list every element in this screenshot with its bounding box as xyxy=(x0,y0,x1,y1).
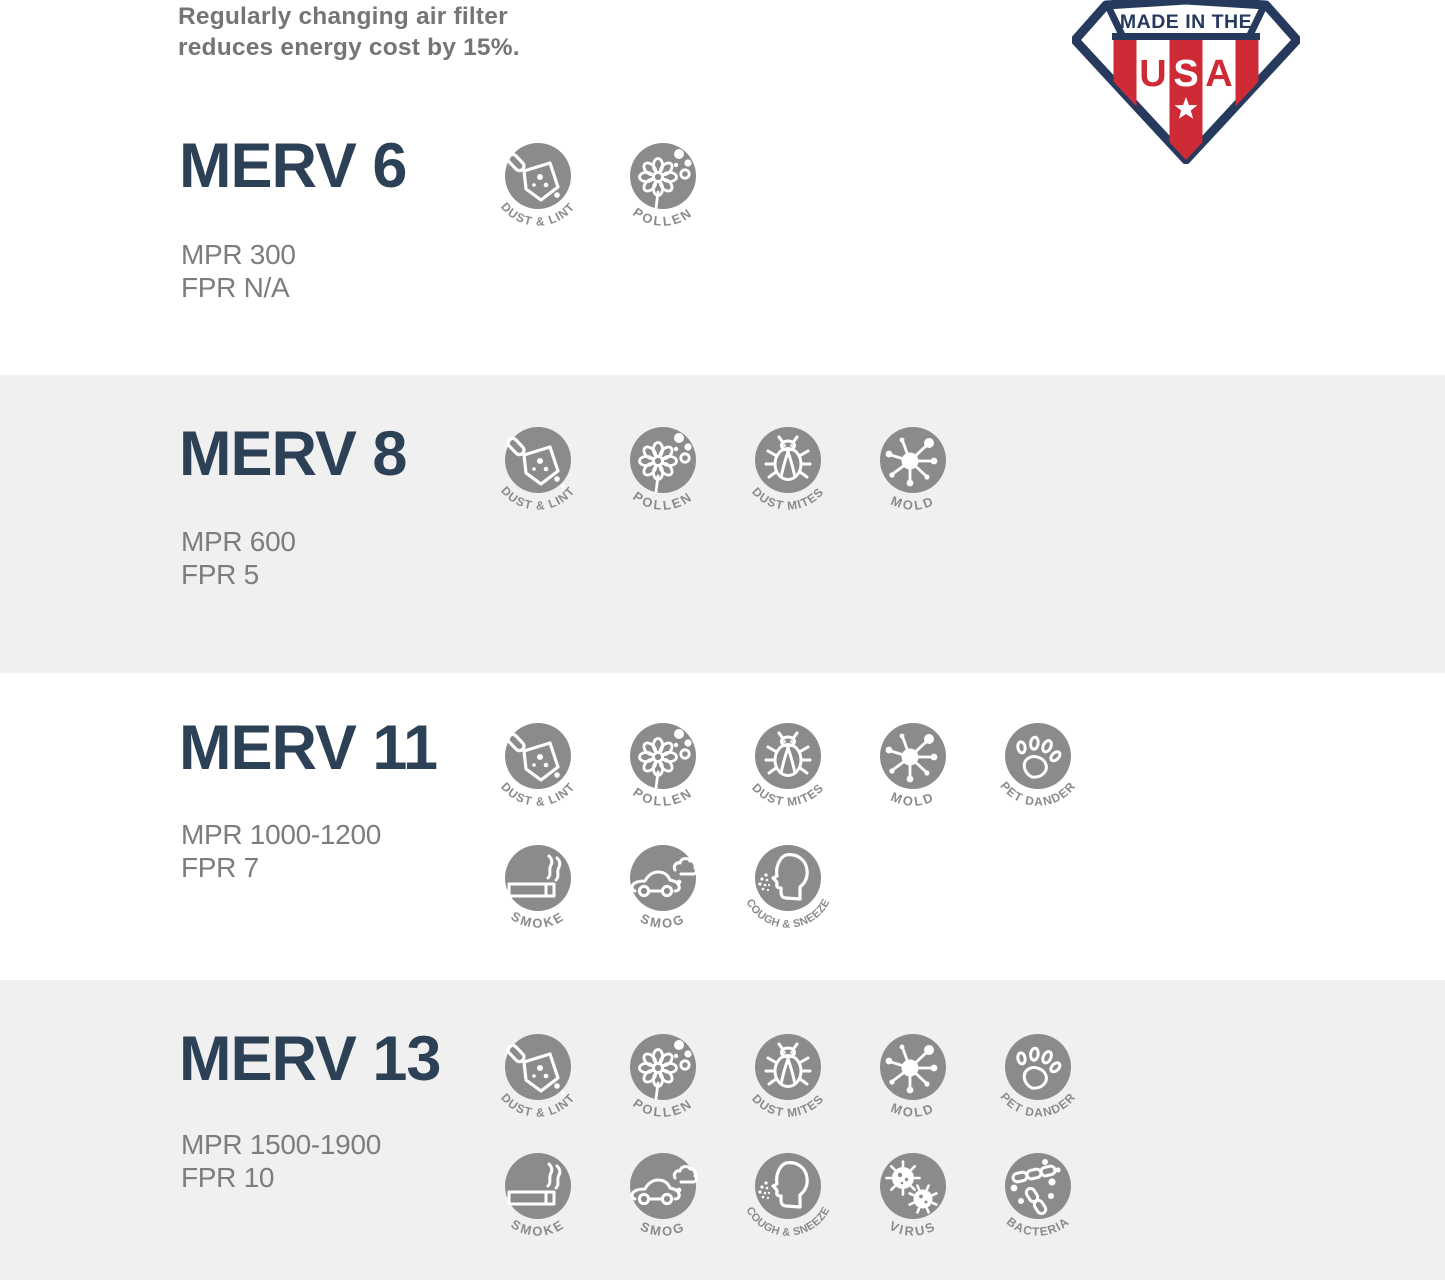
badge-letter-a: A xyxy=(1205,53,1232,95)
pet-dander-icon: PET DANDER xyxy=(997,723,1077,809)
contaminant-icon-smog: SMOG xyxy=(613,1150,713,1244)
energy-savings-note: Regularly changing air filter reduces en… xyxy=(178,1,520,63)
pollen-icon: POLLEN xyxy=(630,143,696,229)
contaminant-icon-dust-lint: DUST & LINT xyxy=(488,720,588,814)
merv-section: MERV 11 MPR 1000-1200 FPR 7 DUST & LINT xyxy=(0,673,1445,980)
contaminant-icon-virus: VIRUS xyxy=(863,1150,963,1244)
contaminant-icon-pet-dander: PET DANDER xyxy=(988,720,1088,814)
contaminant-icon-pet-dander: PET DANDER xyxy=(988,1031,1088,1125)
merv-specs: MPR 1500-1900 FPR 10 xyxy=(181,1128,381,1194)
contaminant-icon-cough-sneeze: COUGH & SNEEZE xyxy=(738,842,838,936)
smoke-icon: SMOKE xyxy=(505,1153,571,1239)
fpr-value: FPR N/A xyxy=(181,272,290,303)
dust-lint-icon: DUST & LINT xyxy=(498,723,577,809)
fpr-value: FPR 7 xyxy=(181,852,259,883)
contaminant-icon-pollen: POLLEN xyxy=(613,424,713,518)
contaminant-icon-dust-lint: DUST & LINT xyxy=(488,140,588,234)
dust-mites-icon: DUST MITES xyxy=(749,723,826,809)
badge-banner-text: MADE IN THE xyxy=(1120,11,1252,33)
contaminant-icon-smoke: SMOKE xyxy=(488,842,588,936)
contaminant-icon-mold: MOLD xyxy=(863,1031,963,1125)
mold-icon: MOLD xyxy=(880,427,946,513)
merv-title: MERV 8 xyxy=(179,419,407,489)
virus-label: VIRUS xyxy=(887,1218,939,1239)
pollen-icon: POLLEN xyxy=(630,427,696,513)
mold-icon: MOLD xyxy=(880,723,946,809)
energy-savings-note-line1: Regularly changing air filter xyxy=(178,3,508,30)
contaminant-icon-smog: SMOG xyxy=(613,842,713,936)
dust-mites-icon: DUST MITES xyxy=(749,1034,826,1120)
contaminant-icon-pollen: POLLEN xyxy=(613,1031,713,1125)
smoke-label: SMOKE xyxy=(508,908,567,930)
badge-letter-u: U xyxy=(1139,53,1166,95)
mold-label: MOLD xyxy=(889,493,937,513)
dust-lint-icon: DUST & LINT xyxy=(498,143,577,229)
dust-lint-icon: DUST & LINT xyxy=(498,427,577,513)
mold-label: MOLD xyxy=(889,789,937,809)
contaminant-icon-dust-mites: DUST MITES xyxy=(738,424,838,518)
merv-title: MERV 6 xyxy=(179,131,407,201)
smog-label: SMOG xyxy=(638,1219,688,1240)
contaminant-icon-pollen: POLLEN xyxy=(613,140,713,234)
merv-section: MERV 13 MPR 1500-1900 FPR 10 DUST & LINT xyxy=(0,980,1445,1280)
smog-icon: SMOG xyxy=(630,1153,698,1240)
contaminant-icon-mold: MOLD xyxy=(863,424,963,518)
contaminant-icon-bacteria: BACTERIA xyxy=(988,1150,1088,1244)
smog-icon: SMOG xyxy=(630,845,698,932)
dust-mites-icon: DUST MITES xyxy=(749,427,826,513)
virus-icon: VIRUS xyxy=(880,1153,946,1239)
fpr-value: FPR 10 xyxy=(181,1162,275,1193)
merv-specs: MPR 300 FPR N/A xyxy=(181,238,296,304)
smog-label: SMOG xyxy=(638,911,688,932)
contaminant-icon-dust-mites: DUST MITES xyxy=(738,720,838,814)
contaminant-icon-dust-mites: DUST MITES xyxy=(738,1031,838,1125)
dust-lint-icon: DUST & LINT xyxy=(498,1034,577,1120)
cough-sneeze-icon: COUGH & SNEEZE xyxy=(743,1153,832,1239)
badge-letter-s: S xyxy=(1173,53,1198,95)
contaminant-icon-dust-lint: DUST & LINT xyxy=(488,424,588,518)
mpr-value: MPR 600 xyxy=(181,526,296,557)
pollen-icon: POLLEN xyxy=(630,1034,696,1120)
badge-star-icon xyxy=(1174,97,1198,119)
merv-title: MERV 13 xyxy=(179,1024,441,1094)
merv-title: MERV 11 xyxy=(179,713,438,783)
contaminant-icon-pollen: POLLEN xyxy=(613,720,713,814)
contaminant-icon-dust-lint: DUST & LINT xyxy=(488,1031,588,1125)
merv-specs: MPR 1000-1200 FPR 7 xyxy=(181,818,381,884)
made-in-usa-badge: MADE IN THE U S A xyxy=(1072,0,1300,164)
energy-savings-note-line2: reduces energy cost by 15%. xyxy=(178,34,520,61)
merv-specs: MPR 600 FPR 5 xyxy=(181,525,296,591)
contaminant-icon-mold: MOLD xyxy=(863,720,963,814)
pollen-icon: POLLEN xyxy=(630,723,696,809)
merv-section: MERV 8 MPR 600 FPR 5 DUST & LINT xyxy=(0,375,1445,673)
smoke-icon: SMOKE xyxy=(505,845,571,931)
mpr-value: MPR 1500-1900 xyxy=(181,1129,382,1160)
pet-dander-icon: PET DANDER xyxy=(997,1034,1077,1120)
mold-label: MOLD xyxy=(889,1100,937,1120)
contaminant-icon-cough-sneeze: COUGH & SNEEZE xyxy=(738,1150,838,1244)
mold-icon: MOLD xyxy=(880,1034,946,1120)
mpr-value: MPR 300 xyxy=(181,239,296,270)
contaminant-icon-smoke: SMOKE xyxy=(488,1150,588,1244)
smoke-label: SMOKE xyxy=(508,1216,567,1238)
bacteria-icon: BACTERIA xyxy=(1004,1153,1071,1239)
fpr-value: FPR 5 xyxy=(181,559,259,590)
mpr-value: MPR 1000-1200 xyxy=(181,819,382,850)
cough-sneeze-icon: COUGH & SNEEZE xyxy=(743,845,832,931)
merv-section: MERV 6 MPR 300 FPR N/A DUST & LINT xyxy=(0,0,1445,375)
